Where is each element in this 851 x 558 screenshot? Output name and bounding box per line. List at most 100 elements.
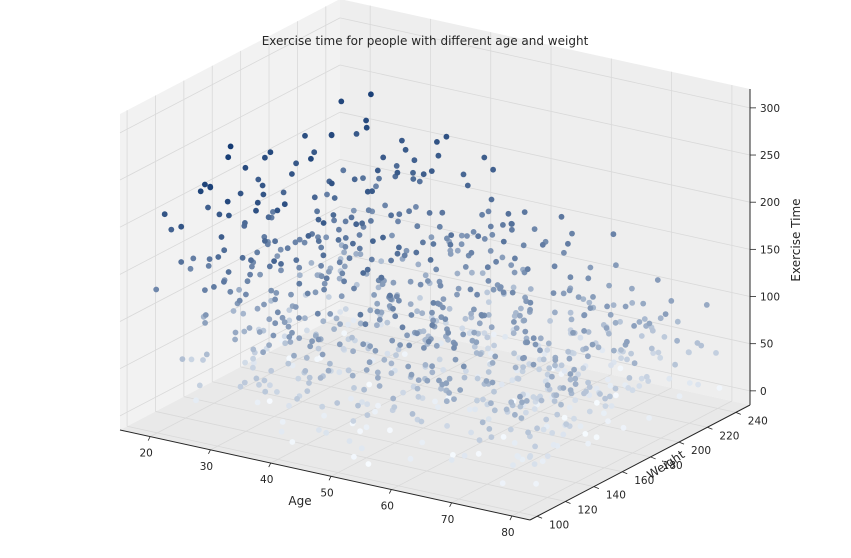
data-point: [498, 381, 505, 388]
data-point: [467, 286, 474, 293]
data-point: [357, 251, 364, 258]
data-point: [540, 426, 547, 433]
data-point: [483, 378, 490, 384]
data-point: [286, 355, 293, 362]
data-point: [531, 226, 538, 233]
data-point: [602, 403, 609, 409]
data-point: [510, 284, 517, 291]
data-point: [650, 350, 657, 356]
data-point: [648, 345, 655, 352]
data-point: [266, 398, 273, 404]
data-point: [676, 393, 683, 400]
data-point: [253, 375, 260, 382]
data-point: [488, 350, 494, 357]
data-point: [325, 294, 332, 300]
data-point: [572, 381, 579, 387]
data-point: [608, 403, 615, 409]
data-point: [462, 315, 469, 322]
data-point: [520, 364, 526, 370]
data-point: [493, 258, 499, 265]
data-point: [417, 295, 423, 301]
data-point: [593, 385, 600, 392]
data-point: [341, 263, 348, 270]
data-point: [277, 246, 284, 253]
data-point: [393, 352, 399, 359]
data-point: [196, 382, 203, 389]
data-point: [468, 310, 474, 317]
data-point: [422, 362, 429, 368]
data-point: [511, 269, 518, 276]
data-point: [339, 270, 346, 277]
data-point: [413, 249, 420, 256]
data-point: [392, 313, 399, 320]
y-tick-label: 180: [663, 460, 683, 472]
data-point: [484, 289, 491, 296]
data-point: [430, 241, 437, 247]
data-point: [530, 335, 537, 342]
data-point: [613, 262, 619, 269]
data-point: [486, 426, 493, 432]
x-tick: [268, 462, 272, 468]
data-point: [490, 331, 497, 338]
data-point: [274, 253, 281, 259]
data-point: [320, 252, 327, 259]
data-point: [376, 383, 383, 389]
data-point: [202, 312, 209, 318]
data-point: [259, 182, 266, 189]
data-point: [351, 385, 357, 391]
data-point: [286, 317, 293, 324]
data-point: [368, 91, 374, 98]
data-point: [430, 317, 437, 324]
data-point: [713, 350, 719, 356]
z-tick-label: 200: [760, 197, 780, 209]
data-point: [293, 257, 300, 263]
data-point: [612, 385, 619, 392]
data-point: [373, 183, 379, 190]
data-point: [315, 336, 322, 343]
data-point: [288, 291, 294, 298]
grid-z-back: [339, 206, 751, 297]
data-point: [225, 269, 232, 275]
data-point: [458, 232, 465, 239]
x-tick-label: 40: [260, 474, 273, 486]
data-point: [523, 409, 529, 416]
data-point: [626, 375, 633, 381]
data-point: [244, 278, 251, 285]
data-point: [447, 241, 454, 248]
data-point: [363, 124, 370, 131]
data-point: [224, 198, 231, 205]
data-point: [350, 207, 357, 214]
data-point: [272, 296, 278, 303]
data-point: [476, 437, 483, 443]
data-point: [315, 216, 322, 223]
data-point: [289, 329, 295, 336]
data-point: [527, 299, 534, 306]
data-point: [636, 319, 643, 325]
data-point: [490, 166, 496, 173]
data-point: [426, 210, 433, 216]
data-point: [447, 251, 454, 257]
data-point: [440, 296, 447, 302]
data-point: [261, 301, 267, 308]
data-point: [549, 373, 555, 380]
data-point: [470, 229, 477, 235]
data-point: [202, 181, 208, 188]
panes: [120, 0, 750, 520]
data-point: [698, 342, 705, 349]
x-tick-label: 60: [381, 501, 394, 513]
data-point: [620, 424, 627, 431]
data-point: [363, 117, 369, 124]
data-point: [411, 157, 418, 164]
data-point: [364, 412, 371, 418]
data-point: [487, 223, 494, 230]
data-point: [279, 314, 286, 321]
data-point: [433, 266, 440, 273]
data-point: [368, 218, 374, 224]
data-point: [281, 319, 288, 326]
grid-z-left: [119, 111, 341, 228]
data-point: [321, 286, 327, 293]
data-point: [388, 360, 395, 367]
data-point: [295, 375, 302, 382]
data-point: [304, 388, 311, 394]
